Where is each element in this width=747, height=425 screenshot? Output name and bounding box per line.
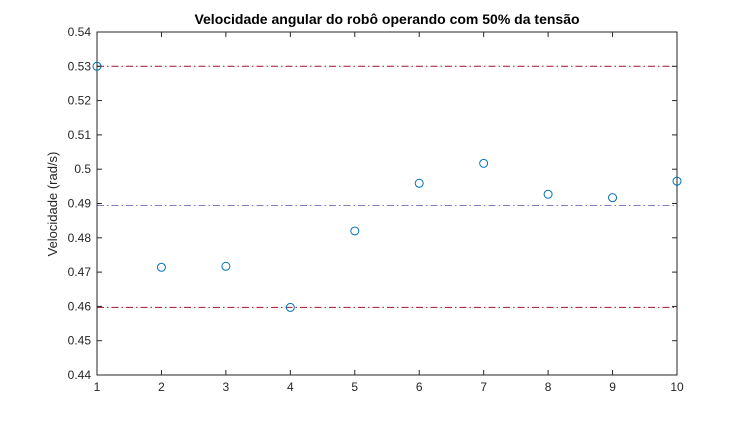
- chart-title: Velocidade angular do robô operando com …: [194, 11, 579, 27]
- y-tick-label: 0.54: [68, 25, 92, 39]
- y-tick-label: 0.5: [74, 162, 91, 176]
- data-point: [543, 189, 553, 199]
- y-tick-label: 0.45: [68, 334, 92, 348]
- y-axis-ticks: 0.44 0.45 0.46 0.47 0.48 0.49 0.5 0.51 0.52 0.53 0…: [68, 25, 677, 382]
- y-tick-label: 0.46: [68, 299, 92, 313]
- data-point: [350, 226, 360, 236]
- axes-box: [96, 31, 678, 376]
- x-axis-ticks: 1 2 3 4 5 6 7 8 9 10: [94, 32, 684, 394]
- y-tick-label: 0.52: [68, 94, 92, 108]
- data-point: [221, 261, 231, 271]
- data-point: [92, 61, 102, 71]
- y-tick-label: 0.47: [68, 265, 92, 279]
- x-tick-label: 4: [287, 380, 294, 394]
- data-point: [414, 178, 424, 188]
- y-tick-label: 0.53: [68, 59, 92, 73]
- x-tick-label: 10: [670, 380, 684, 394]
- x-tick-label: 8: [545, 380, 552, 394]
- y-tick-label: 0.48: [68, 231, 92, 245]
- data-point: [608, 193, 618, 203]
- data-point: [156, 262, 166, 272]
- data-point: [285, 302, 295, 312]
- x-tick-label: 3: [223, 380, 230, 394]
- x-tick-label: 5: [351, 380, 358, 394]
- y-axis-label: Velocidade (rad/s): [45, 152, 60, 257]
- x-tick-label: 1: [94, 380, 101, 394]
- y-tick-label: 0.51: [68, 128, 92, 142]
- y-tick-label: 0.49: [68, 197, 92, 211]
- y-tick-label: 0.44: [68, 368, 92, 382]
- x-tick-label: 9: [609, 380, 616, 394]
- axes: [96, 31, 678, 376]
- x-tick-label: 7: [480, 380, 487, 394]
- data-point: [479, 158, 489, 168]
- data-points: [92, 61, 682, 312]
- x-tick-label: 6: [416, 380, 423, 394]
- x-tick-label: 2: [158, 380, 165, 394]
- data-point: [672, 176, 682, 186]
- reference-lines: [97, 65, 677, 308]
